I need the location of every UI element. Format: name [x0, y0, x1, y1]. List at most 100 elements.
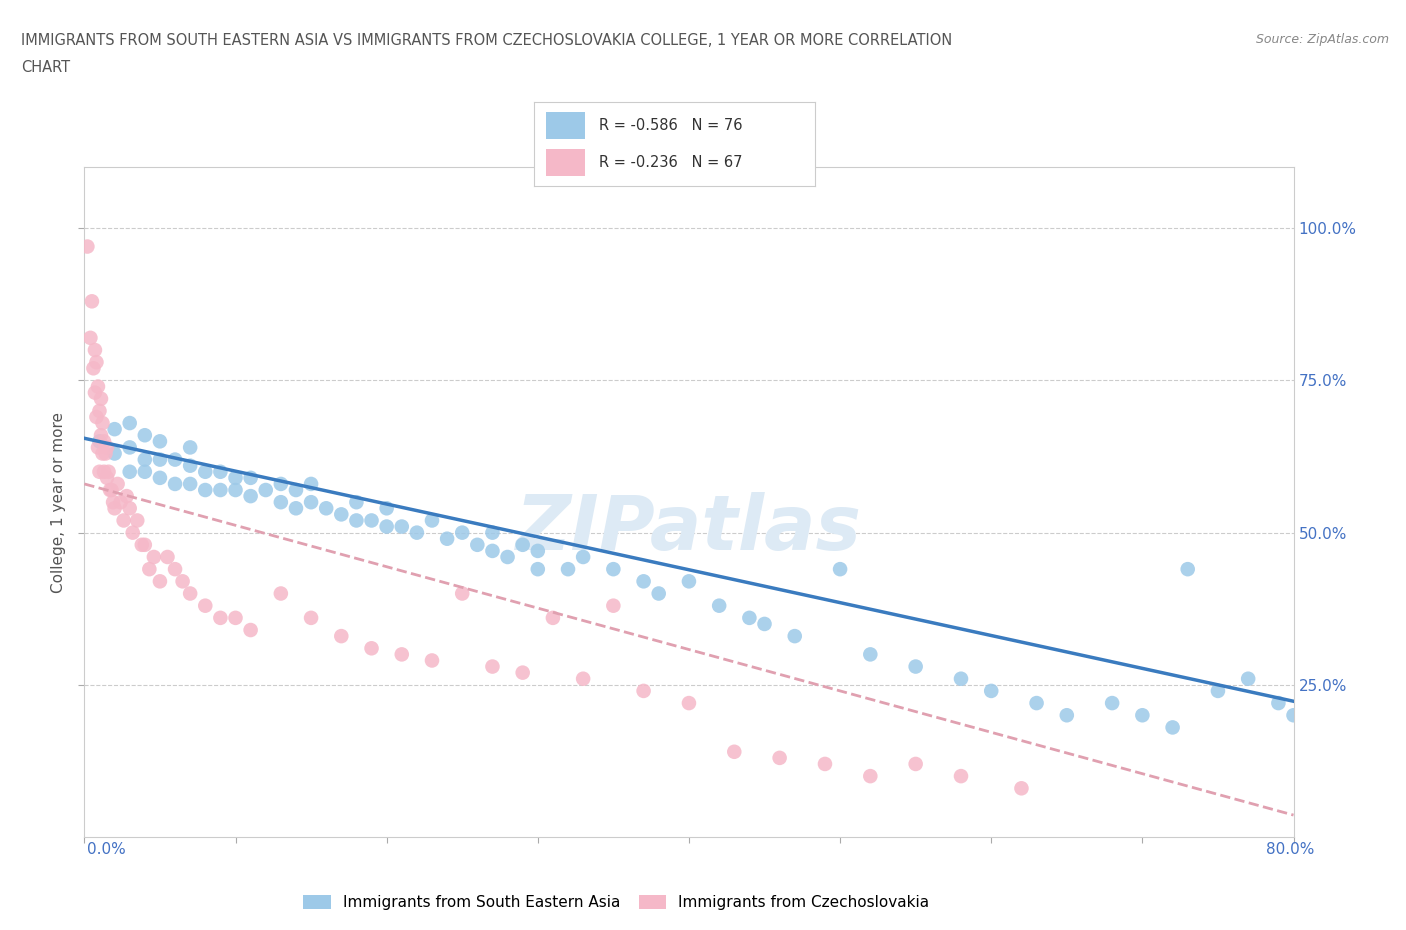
Point [299, 495, 322, 510]
Point [360, 513, 382, 528]
Point [1161, 720, 1184, 735]
Point [330, 629, 353, 644]
Text: R = -0.236   N = 67: R = -0.236 N = 67 [599, 155, 742, 170]
Point [859, 647, 882, 662]
Point [859, 769, 882, 784]
Point [172, 574, 194, 589]
Text: Source: ZipAtlas.com: Source: ZipAtlas.com [1256, 33, 1389, 46]
Point [814, 756, 837, 771]
Text: 80.0%: 80.0% [1267, 842, 1315, 857]
Text: IMMIGRANTS FROM SOUTH EASTERN ASIA VS IMMIGRANTS FROM CZECHOSLOVAKIA COLLEGE, 1 : IMMIGRANTS FROM SOUTH EASTERN ASIA VS IM… [21, 33, 952, 47]
Text: R = -0.586   N = 76: R = -0.586 N = 76 [599, 118, 742, 133]
Point [101, 495, 124, 510]
Point [118, 440, 141, 455]
Point [950, 671, 973, 686]
Point [209, 483, 232, 498]
Text: ZIPatlas: ZIPatlas [516, 492, 862, 566]
Point [96, 471, 118, 485]
Point [149, 471, 172, 485]
Point [104, 421, 127, 436]
Point [1267, 696, 1289, 711]
Point [904, 756, 927, 771]
Point [1011, 781, 1033, 796]
Point [110, 495, 132, 510]
Point [121, 525, 143, 540]
Point [209, 610, 232, 625]
Point [1056, 708, 1078, 723]
Point [76, 239, 98, 254]
Point [239, 471, 262, 485]
Point [527, 562, 550, 577]
Point [90, 392, 112, 406]
Point [769, 751, 792, 765]
Point [87, 379, 110, 394]
Point [131, 538, 153, 552]
Point [165, 476, 187, 491]
Point [179, 476, 201, 491]
Point [118, 464, 141, 479]
Point [112, 513, 135, 528]
Point [179, 440, 201, 455]
Point [100, 483, 122, 498]
Point [1177, 562, 1199, 577]
Point [512, 665, 534, 680]
Point [346, 495, 368, 510]
Point [557, 562, 579, 577]
Text: 0.0%: 0.0% [87, 842, 127, 857]
Point [602, 562, 624, 577]
Point [209, 464, 232, 479]
Point [225, 610, 247, 625]
Point [678, 696, 700, 711]
Point [1237, 671, 1260, 686]
Point [481, 543, 503, 558]
Point [138, 562, 160, 577]
Point [90, 428, 112, 443]
Point [142, 550, 165, 565]
Point [93, 434, 115, 449]
Point [270, 476, 292, 491]
Point [541, 610, 564, 625]
Point [285, 501, 308, 516]
Point [481, 525, 503, 540]
Point [754, 617, 776, 631]
Point [572, 671, 595, 686]
Point [451, 586, 474, 601]
Point [89, 464, 111, 479]
Point [87, 440, 110, 455]
Point [225, 471, 247, 485]
Point [420, 513, 443, 528]
Point [299, 476, 322, 491]
Point [156, 550, 179, 565]
Point [96, 440, 118, 455]
Point [738, 610, 761, 625]
Point [709, 598, 731, 613]
Point [1282, 708, 1305, 723]
Point [496, 550, 519, 565]
Point [783, 629, 806, 644]
Point [93, 464, 115, 479]
Point [115, 488, 138, 503]
Point [436, 531, 458, 546]
Point [194, 483, 217, 498]
Point [572, 550, 595, 565]
Point [79, 330, 101, 345]
Point [285, 483, 308, 498]
Point [451, 525, 474, 540]
Point [1130, 708, 1153, 723]
Y-axis label: College, 1 year or more: College, 1 year or more [51, 412, 66, 592]
Point [1101, 696, 1123, 711]
Point [467, 538, 489, 552]
Point [360, 641, 382, 656]
Point [239, 488, 262, 503]
Point [118, 416, 141, 431]
Point [406, 525, 429, 540]
Point [602, 598, 624, 613]
Point [149, 434, 172, 449]
Point [391, 519, 413, 534]
Point [1025, 696, 1047, 711]
Point [134, 452, 156, 467]
Point [194, 598, 217, 613]
Point [118, 501, 141, 516]
Point [89, 434, 111, 449]
Point [391, 647, 413, 662]
